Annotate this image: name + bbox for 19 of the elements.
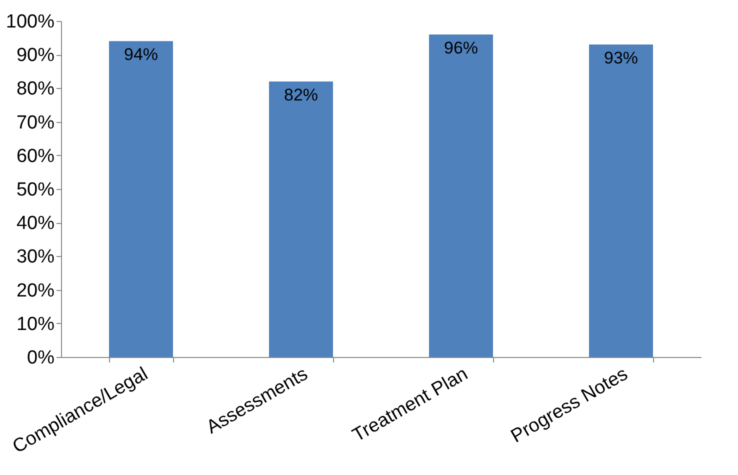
- bar: [269, 81, 333, 357]
- y-tick-label: 50%: [16, 180, 55, 200]
- y-tick-label: 40%: [16, 213, 55, 234]
- data-label: 94%: [124, 45, 158, 64]
- y-tick-label: 70%: [16, 112, 55, 134]
- bar: [429, 34, 493, 357]
- y-tick-label: 20%: [16, 280, 55, 302]
- bar: [589, 44, 653, 357]
- data-label: 96%: [444, 38, 478, 58]
- data-label: 82%: [284, 85, 318, 104]
- y-tick-label: 0%: [27, 348, 55, 368]
- y-tick-label: 100%: [6, 12, 55, 32]
- data-label: 93%: [604, 48, 638, 68]
- y-tick-label: 10%: [16, 314, 55, 335]
- y-tick-label: 90%: [16, 45, 55, 66]
- y-tick-label: 30%: [16, 246, 55, 268]
- bar: [109, 41, 173, 357]
- y-tick-label: 80%: [16, 78, 55, 100]
- y-tick-label: 60%: [16, 146, 55, 167]
